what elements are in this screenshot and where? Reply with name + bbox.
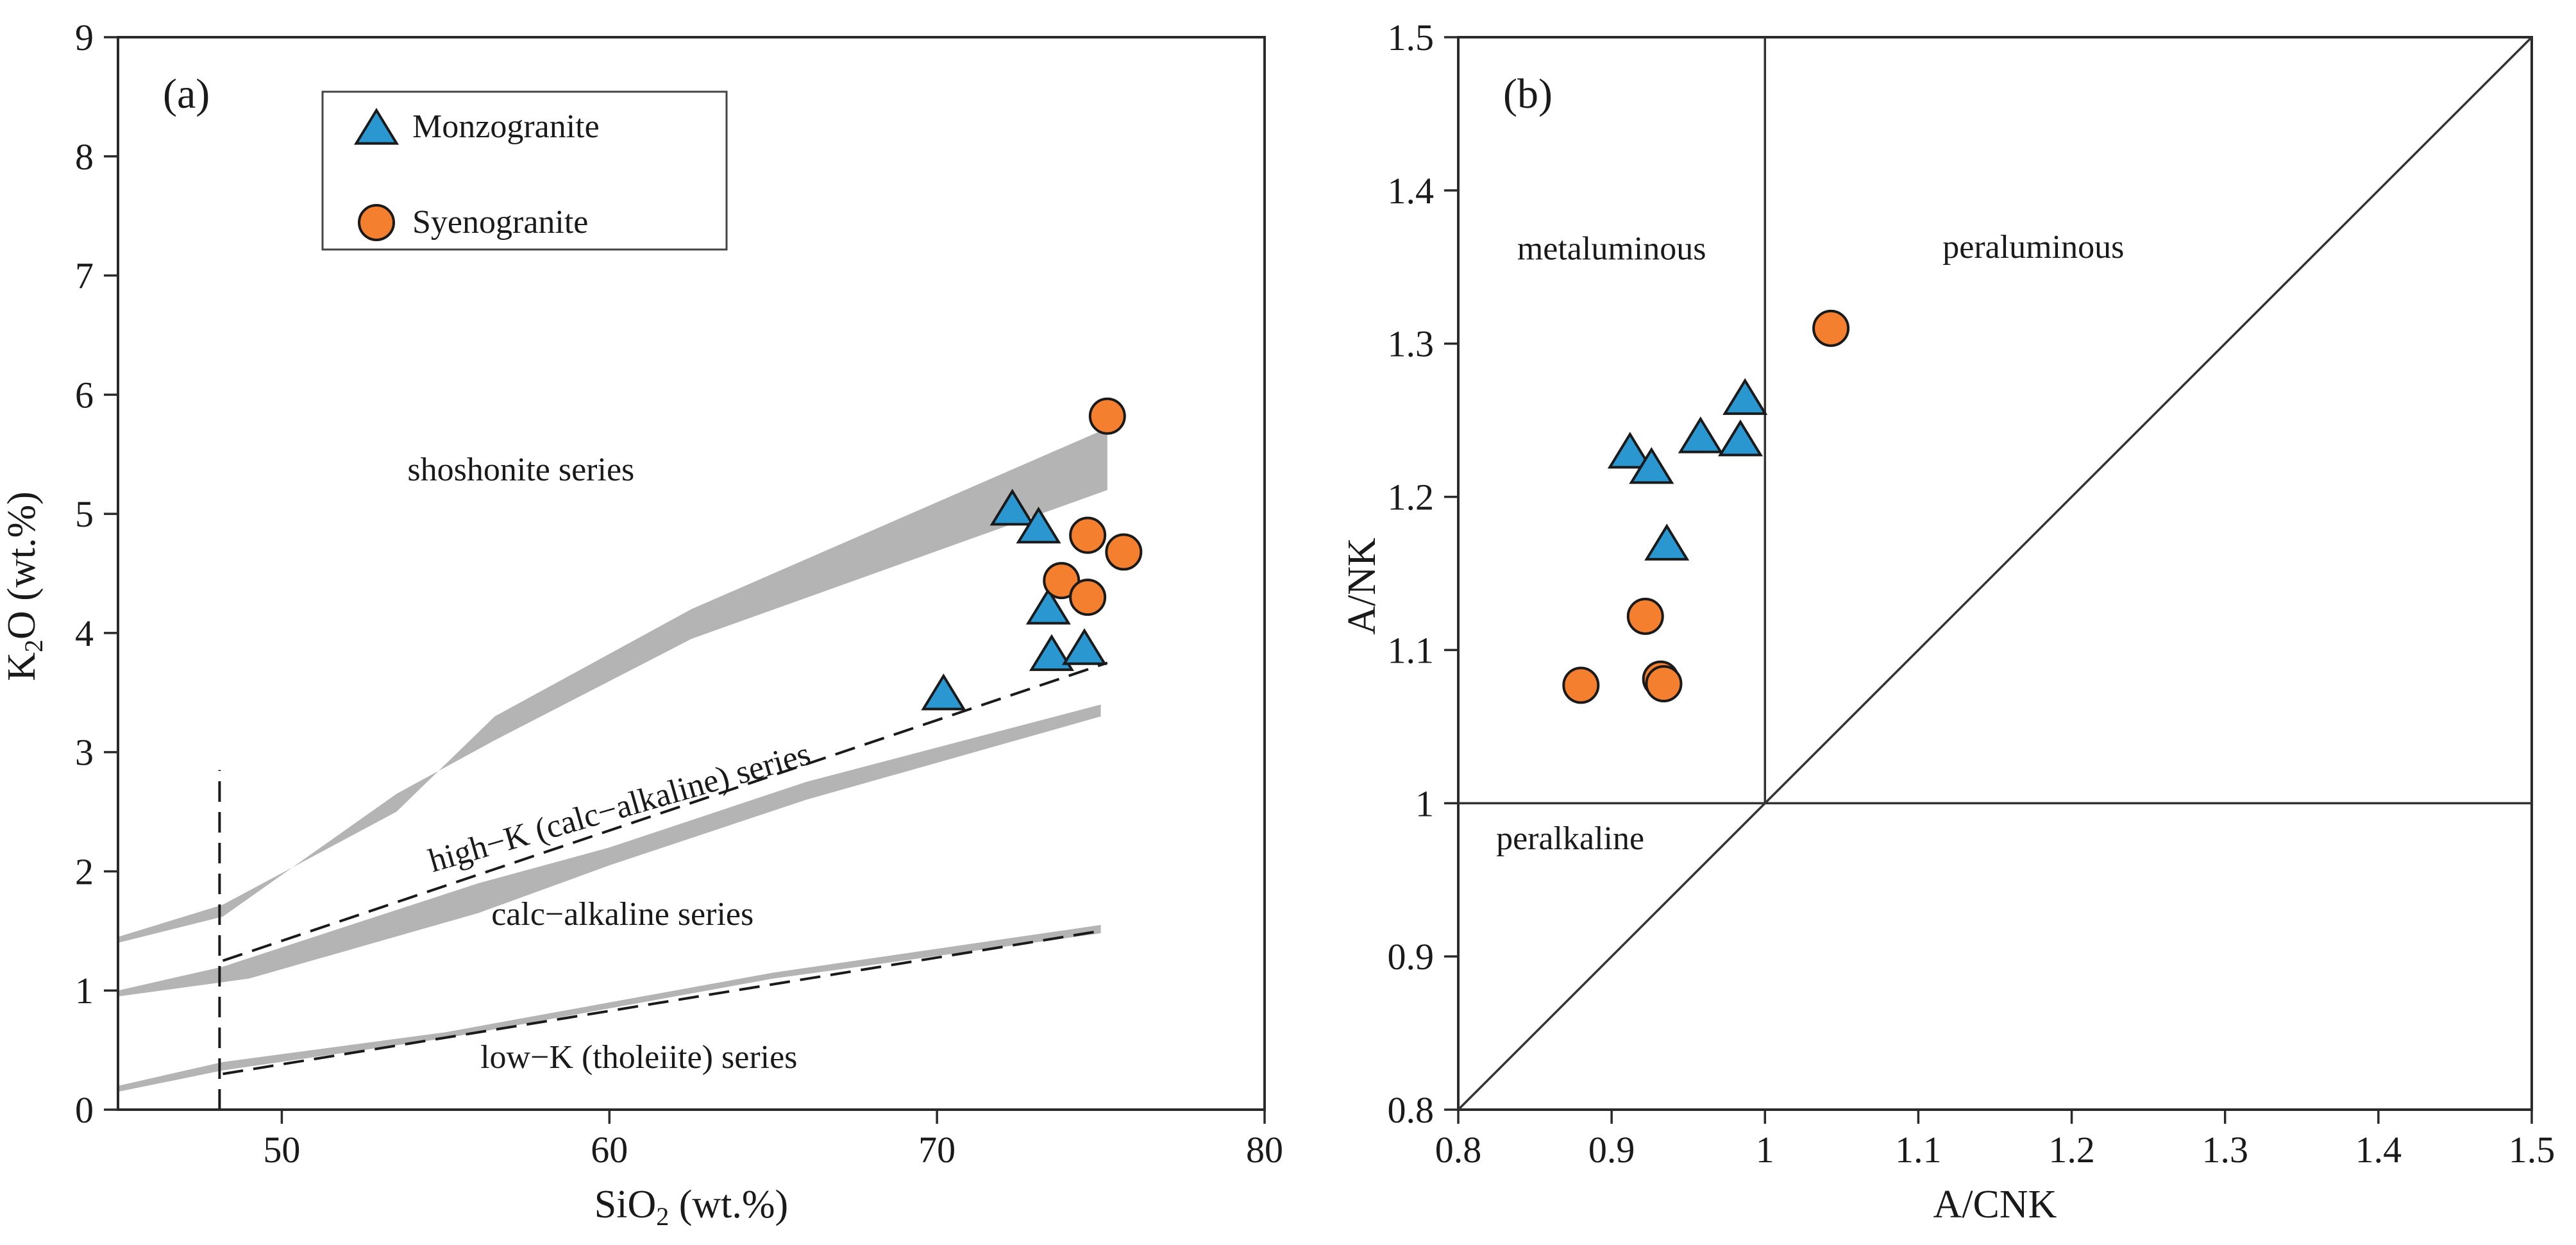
panel-b-y-axis-label: A/NK xyxy=(1340,538,1384,635)
y-tick-label-0-8: 0.8 xyxy=(1388,1089,1435,1131)
panel-b-ticks: 0.8 0.9 1 1.1 1.2 1.3 1.4 1.5 0.8 0.9 1 1.1 1.2 1.3 1.… xyxy=(1388,17,2555,1171)
boundary-band-0 xyxy=(118,428,1107,943)
region-label-calc-alkaline-series: calc−alkaline series xyxy=(491,896,753,933)
syenogranite-point-4 xyxy=(1645,665,1683,702)
monzogranite-point-5 xyxy=(1061,628,1107,665)
y-tick-label-4: 4 xyxy=(75,613,94,654)
region-label-shoshonite-series: shoshonite series xyxy=(407,452,634,488)
panel-a-label: (a) xyxy=(163,71,210,117)
monzogranite-point-1 xyxy=(989,488,1035,526)
syenogranite-point-0 xyxy=(1812,309,1850,347)
panel-a-x-label-main: SiO xyxy=(594,1183,656,1226)
monzogranite-point-1 xyxy=(1678,416,1723,453)
panel-b-x-axis-label: A/CNK xyxy=(1933,1183,2057,1226)
monzogranite-point-0 xyxy=(921,673,966,711)
panel-b-plot-frame xyxy=(1457,36,2533,1111)
monzogranite-point-0 xyxy=(1722,378,1768,415)
syenogranite-point-0 xyxy=(1088,397,1126,435)
y-tick-label-1: 1 xyxy=(75,970,94,1012)
panel-a-plot-frame xyxy=(117,36,1266,1111)
panel-a-y-label-main: K xyxy=(0,652,44,681)
legend-syenogranite-label: Syenogranite xyxy=(412,204,588,241)
panel-a-x-label-rest: (wt.%) xyxy=(669,1183,788,1226)
y-tick-label-6: 6 xyxy=(75,374,94,416)
panel-b-label: (b) xyxy=(1503,71,1553,117)
x-tick-label-1-4: 1.4 xyxy=(2355,1129,2402,1171)
y-tick-label-1-3: 1.3 xyxy=(1388,323,1435,365)
syenogranite-point-1 xyxy=(1626,597,1664,635)
panel-a-x-axis-label: SiO2 (wt.%) xyxy=(594,1183,788,1231)
syenogranite-point-1 xyxy=(1069,516,1107,554)
x-tick-label-1-3: 1.3 xyxy=(2201,1129,2248,1171)
panel-a-ticks: 50 60 70 80 0 1 2 3 4 5 6 7 8 9 xyxy=(75,17,1283,1171)
y-tick-label-0: 0 xyxy=(75,1089,94,1131)
y-tick-label-8: 8 xyxy=(75,136,94,178)
panel-b-annotations: metaluminous peraluminous peralkaline xyxy=(1496,229,2124,857)
panel-a-y-axis-label: K2O (wt.%) xyxy=(0,491,48,681)
dashed-line-high-k-lower-dashed xyxy=(222,661,1108,962)
x-tick-label-0-8: 0.8 xyxy=(1435,1129,1482,1171)
monzogranite-point-3 xyxy=(1025,588,1071,625)
panel-a-points xyxy=(921,397,1143,711)
y-tick-label-1: 1 xyxy=(1415,783,1434,824)
y-tick-label-1-1: 1.1 xyxy=(1388,629,1435,671)
boundary-band-2 xyxy=(118,925,1101,1092)
region-label-metaluminous: metaluminous xyxy=(1517,230,1706,267)
syenogranite-point-3 xyxy=(1043,562,1081,600)
y-tick-label-5: 5 xyxy=(75,493,94,535)
monzogranite-point-2 xyxy=(1717,419,1764,457)
y-tick-label-3: 3 xyxy=(75,732,94,774)
region-label-peraluminous: peraluminous xyxy=(1942,229,2124,266)
monzogranite-point-5 xyxy=(1644,523,1690,561)
legend-syenogranite-marker xyxy=(358,204,395,241)
legend-monzogranite-label: Monzogranite xyxy=(412,108,600,145)
y-tick-label-1-5: 1.5 xyxy=(1388,17,1435,58)
syenogranite-point-2 xyxy=(1562,666,1600,704)
panel-a-dashed-lines xyxy=(218,661,1108,1110)
x-tick-label-80: 80 xyxy=(1246,1129,1283,1171)
y-tick-label-7: 7 xyxy=(75,255,94,297)
panel-a-y-label-rest: O (wt.%) xyxy=(0,491,44,639)
boundary-band-1 xyxy=(118,704,1101,997)
panel-b-points xyxy=(1562,309,1850,704)
x-tick-label-1: 1 xyxy=(1756,1129,1774,1171)
monzogranite-point-4 xyxy=(1029,634,1075,672)
x-tick-label-0-9: 0.9 xyxy=(1588,1129,1635,1171)
reference-line-a-nk-a-cnk xyxy=(1457,36,2533,1111)
panel-a-bands xyxy=(118,428,1107,1092)
x-tick-label-1-2: 1.2 xyxy=(2048,1129,2095,1171)
syenogranite-point-2 xyxy=(1105,533,1143,571)
y-tick-label-0-9: 0.9 xyxy=(1388,936,1435,978)
dashed-line-low-k-dashed xyxy=(223,929,1101,1076)
y-tick-label-1-2: 1.2 xyxy=(1388,477,1435,518)
y-tick-label-2: 2 xyxy=(75,851,94,892)
legend-monzogranite-marker xyxy=(353,108,400,145)
y-tick-label-1-4: 1.4 xyxy=(1388,170,1435,212)
y-tick-label-9: 9 xyxy=(75,17,94,58)
monzogranite-point-4 xyxy=(1629,446,1674,484)
x-tick-label-70: 70 xyxy=(918,1129,955,1171)
region-label-peralkaline: peralkaline xyxy=(1496,820,1644,857)
monzogranite-point-3 xyxy=(1607,432,1653,469)
x-tick-label-1-5: 1.5 xyxy=(2509,1129,2555,1171)
panel-b: 0.8 0.9 1 1.1 1.2 1.3 1.4 1.5 0.8 0.9 1 1.1 1.2 1.3 1.… xyxy=(1340,17,2555,1226)
panel-a-y-label-sub: 2 xyxy=(19,639,48,652)
x-tick-label-1-1: 1.1 xyxy=(1895,1129,1942,1171)
panel-a-legend: Monzogranite Syenogranite xyxy=(321,90,728,251)
panel-b-reference-lines xyxy=(1457,36,2533,1111)
x-tick-label-60: 60 xyxy=(591,1129,628,1171)
x-tick-label-50: 50 xyxy=(263,1129,300,1171)
region-label-low-k-tholeiite-series: low−K (tholeiite) series xyxy=(480,1039,797,1076)
monzogranite-point-2 xyxy=(1016,506,1061,544)
panel-a-x-label-sub: 2 xyxy=(656,1202,669,1231)
syenogranite-point-4 xyxy=(1069,579,1107,616)
